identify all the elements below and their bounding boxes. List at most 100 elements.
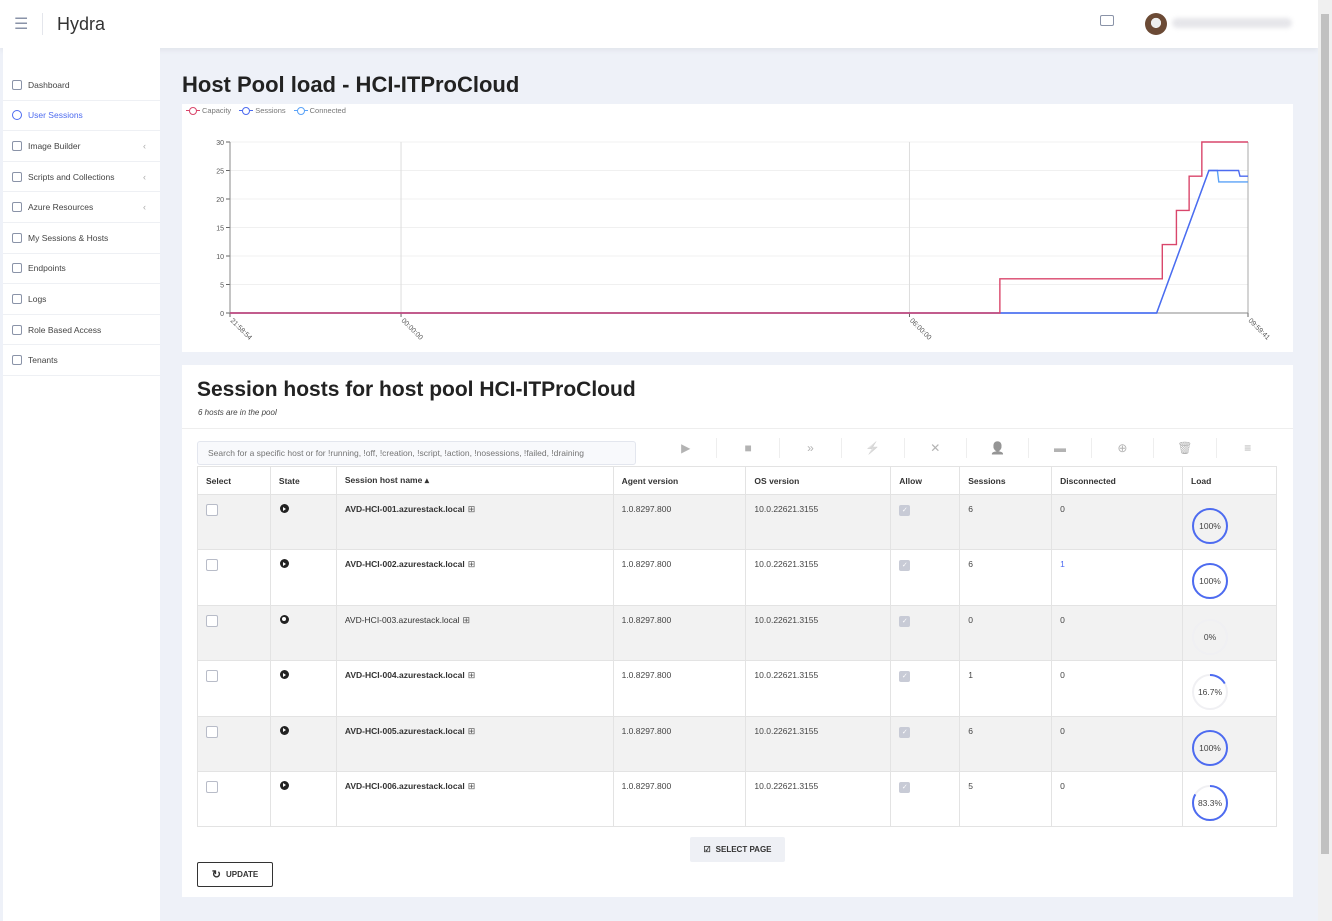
disconnected-count: 0 xyxy=(1051,660,1184,717)
sidebar-item-label: Image Builder xyxy=(28,140,81,151)
gear-icon xyxy=(12,355,22,366)
host-search-input[interactable] xyxy=(197,441,636,465)
legend-marker-icon xyxy=(293,107,308,115)
host-name[interactable]: AVD-HCI-004.azurestack.local xyxy=(344,670,465,681)
y-tick-label: 30 xyxy=(216,140,224,147)
os-version: 10.0.22621.3155 xyxy=(745,715,892,772)
host-name[interactable]: AVD-HCI-005.azurestack.local xyxy=(344,725,465,736)
app-title: Hydra xyxy=(42,13,105,35)
stop-button[interactable]: ■ xyxy=(717,438,780,458)
play-button[interactable]: ▶ xyxy=(655,438,718,458)
sidebar-item-label: Tenants xyxy=(28,355,58,366)
sidebar-item-label: User Sessions xyxy=(28,110,83,121)
running-state-icon[interactable] xyxy=(279,780,289,790)
sidebar-item-image-builder[interactable]: Image Builder ‹ xyxy=(3,131,160,162)
host-name[interactable]: AVD-HCI-002.azurestack.local xyxy=(344,559,465,570)
message-button[interactable]: ▬ xyxy=(1029,438,1092,458)
scrollbar[interactable] xyxy=(1318,0,1332,921)
disconnected-count: 0 xyxy=(1051,770,1184,828)
sidebar-item-logs[interactable]: Logs xyxy=(3,284,160,315)
stopped-state-icon[interactable] xyxy=(279,614,289,624)
running-state-icon[interactable] xyxy=(279,559,289,569)
sidebar-item-user-sessions[interactable]: User Sessions xyxy=(3,101,160,132)
legend-item-connected[interactable]: Connected xyxy=(293,106,346,115)
user-name-blurred[interactable] xyxy=(1172,18,1292,28)
row-select-checkbox[interactable] xyxy=(206,725,218,738)
row-select-checkbox[interactable] xyxy=(206,504,218,516)
menu-button[interactable]: ≡ xyxy=(1217,438,1279,458)
hosts-title: Session hosts for host pool HCI-ITProClo… xyxy=(197,378,636,401)
user-avatar[interactable] xyxy=(1145,13,1167,35)
legend-item-sessions[interactable]: Sessions xyxy=(239,106,286,115)
agent-version: 1.0.8297.800 xyxy=(612,493,747,551)
user-plus-icon: 👤 xyxy=(990,441,1006,455)
host-name[interactable]: AVD-HCI-003.azurestack.local xyxy=(344,614,460,625)
row-select-checkbox[interactable] xyxy=(206,780,218,793)
x-tick-label: 06:00:00 xyxy=(908,317,932,341)
book-icon xyxy=(12,293,22,304)
refresh-icon: ↻ xyxy=(211,869,221,881)
sidebar-item-tenants[interactable]: Tenants xyxy=(3,345,160,376)
qr-grid-icon[interactable]: ⊞ xyxy=(467,559,476,570)
sidebar-item-scripts-and-collections[interactable]: Scripts and Collections ‹ xyxy=(3,162,160,193)
top-bar: ☰ Hydra xyxy=(0,0,1318,48)
shield-icon xyxy=(12,324,22,335)
y-tick-label: 25 xyxy=(216,169,224,176)
lightning-button[interactable]: ⚡ xyxy=(842,438,905,458)
agent-version: 1.0.8297.800 xyxy=(612,770,747,828)
stop-icon: ■ xyxy=(744,441,752,455)
add-button[interactable]: ⊕ xyxy=(1092,438,1155,458)
os-version: 10.0.22621.3155 xyxy=(745,549,892,606)
update-button[interactable]: ↻ UPDATE xyxy=(197,862,273,887)
os-version: 10.0.22621.3155 xyxy=(745,493,892,551)
agent-version: 1.0.8297.800 xyxy=(612,604,747,662)
sidebar-item-endpoints[interactable]: Endpoints xyxy=(3,254,160,285)
allow-checkbox[interactable]: ✓ xyxy=(899,615,911,627)
allow-checkbox[interactable]: ✓ xyxy=(899,671,911,683)
host-name[interactable]: AVD-HCI-006.azurestack.local xyxy=(344,780,465,791)
chevrons-right-button[interactable]: » xyxy=(780,438,843,458)
play-icon: ▶ xyxy=(681,441,691,455)
qr-grid-icon[interactable]: ⊞ xyxy=(467,780,476,791)
allow-checkbox[interactable]: ✓ xyxy=(899,781,911,793)
allow-checkbox[interactable]: ✓ xyxy=(899,505,911,516)
column-header[interactable]: Session host name ▴ xyxy=(335,466,614,495)
running-state-icon[interactable] xyxy=(279,504,289,513)
row-select-checkbox[interactable] xyxy=(206,559,218,572)
row-select-checkbox[interactable] xyxy=(206,670,218,683)
user-plus-button[interactable]: 👤 xyxy=(967,438,1030,458)
sessions-count: 6 xyxy=(959,493,1053,551)
folder-icon[interactable] xyxy=(1100,15,1114,26)
sidebar-item-label: Azure Resources xyxy=(28,202,94,213)
checkbox-icon: ☑ xyxy=(703,845,711,854)
column-header: Agent version xyxy=(612,466,747,495)
os-version: 10.0.22621.3155 xyxy=(745,604,892,662)
hamburger-icon[interactable]: ☰ xyxy=(14,16,29,33)
sessions-count: 0 xyxy=(959,604,1053,662)
legend-item-capacity[interactable]: Capacity xyxy=(186,106,231,115)
load-percent: 0% xyxy=(1204,632,1217,642)
trash-button[interactable]: 🗑 xyxy=(1154,438,1217,458)
no-lightning-button[interactable]: ✕ xyxy=(905,438,967,458)
load-ring: 100% xyxy=(1192,729,1229,766)
qr-grid-icon[interactable]: ⊞ xyxy=(462,614,471,625)
qr-grid-icon[interactable]: ⊞ xyxy=(467,725,476,736)
chevrons-right-icon: » xyxy=(807,441,814,455)
qr-grid-icon[interactable]: ⊞ xyxy=(467,504,476,514)
select-page-button[interactable]: ☑ SELECT PAGE xyxy=(690,837,785,862)
sidebar-item-role-based-access[interactable]: Role Based Access xyxy=(3,315,160,346)
sidebar-item-label: Endpoints xyxy=(28,263,66,274)
lightning-icon: ⚡ xyxy=(865,441,881,455)
qr-grid-icon[interactable]: ⊞ xyxy=(467,670,476,681)
sidebar-item-azure-resources[interactable]: Azure Resources ‹ xyxy=(3,192,160,223)
allow-checkbox[interactable]: ✓ xyxy=(899,726,911,738)
sidebar-item-dashboard[interactable]: Dashboard xyxy=(3,70,160,101)
os-version: 10.0.22621.3155 xyxy=(745,660,892,717)
running-state-icon[interactable] xyxy=(279,670,289,680)
row-select-checkbox[interactable] xyxy=(206,614,218,627)
load-ring: 16.7% xyxy=(1192,674,1229,711)
allow-checkbox[interactable]: ✓ xyxy=(899,560,911,572)
host-name[interactable]: AVD-HCI-001.azurestack.local xyxy=(344,504,465,514)
running-state-icon[interactable] xyxy=(279,725,289,735)
sidebar-item-my-sessions-hosts[interactable]: My Sessions & Hosts xyxy=(3,223,160,254)
